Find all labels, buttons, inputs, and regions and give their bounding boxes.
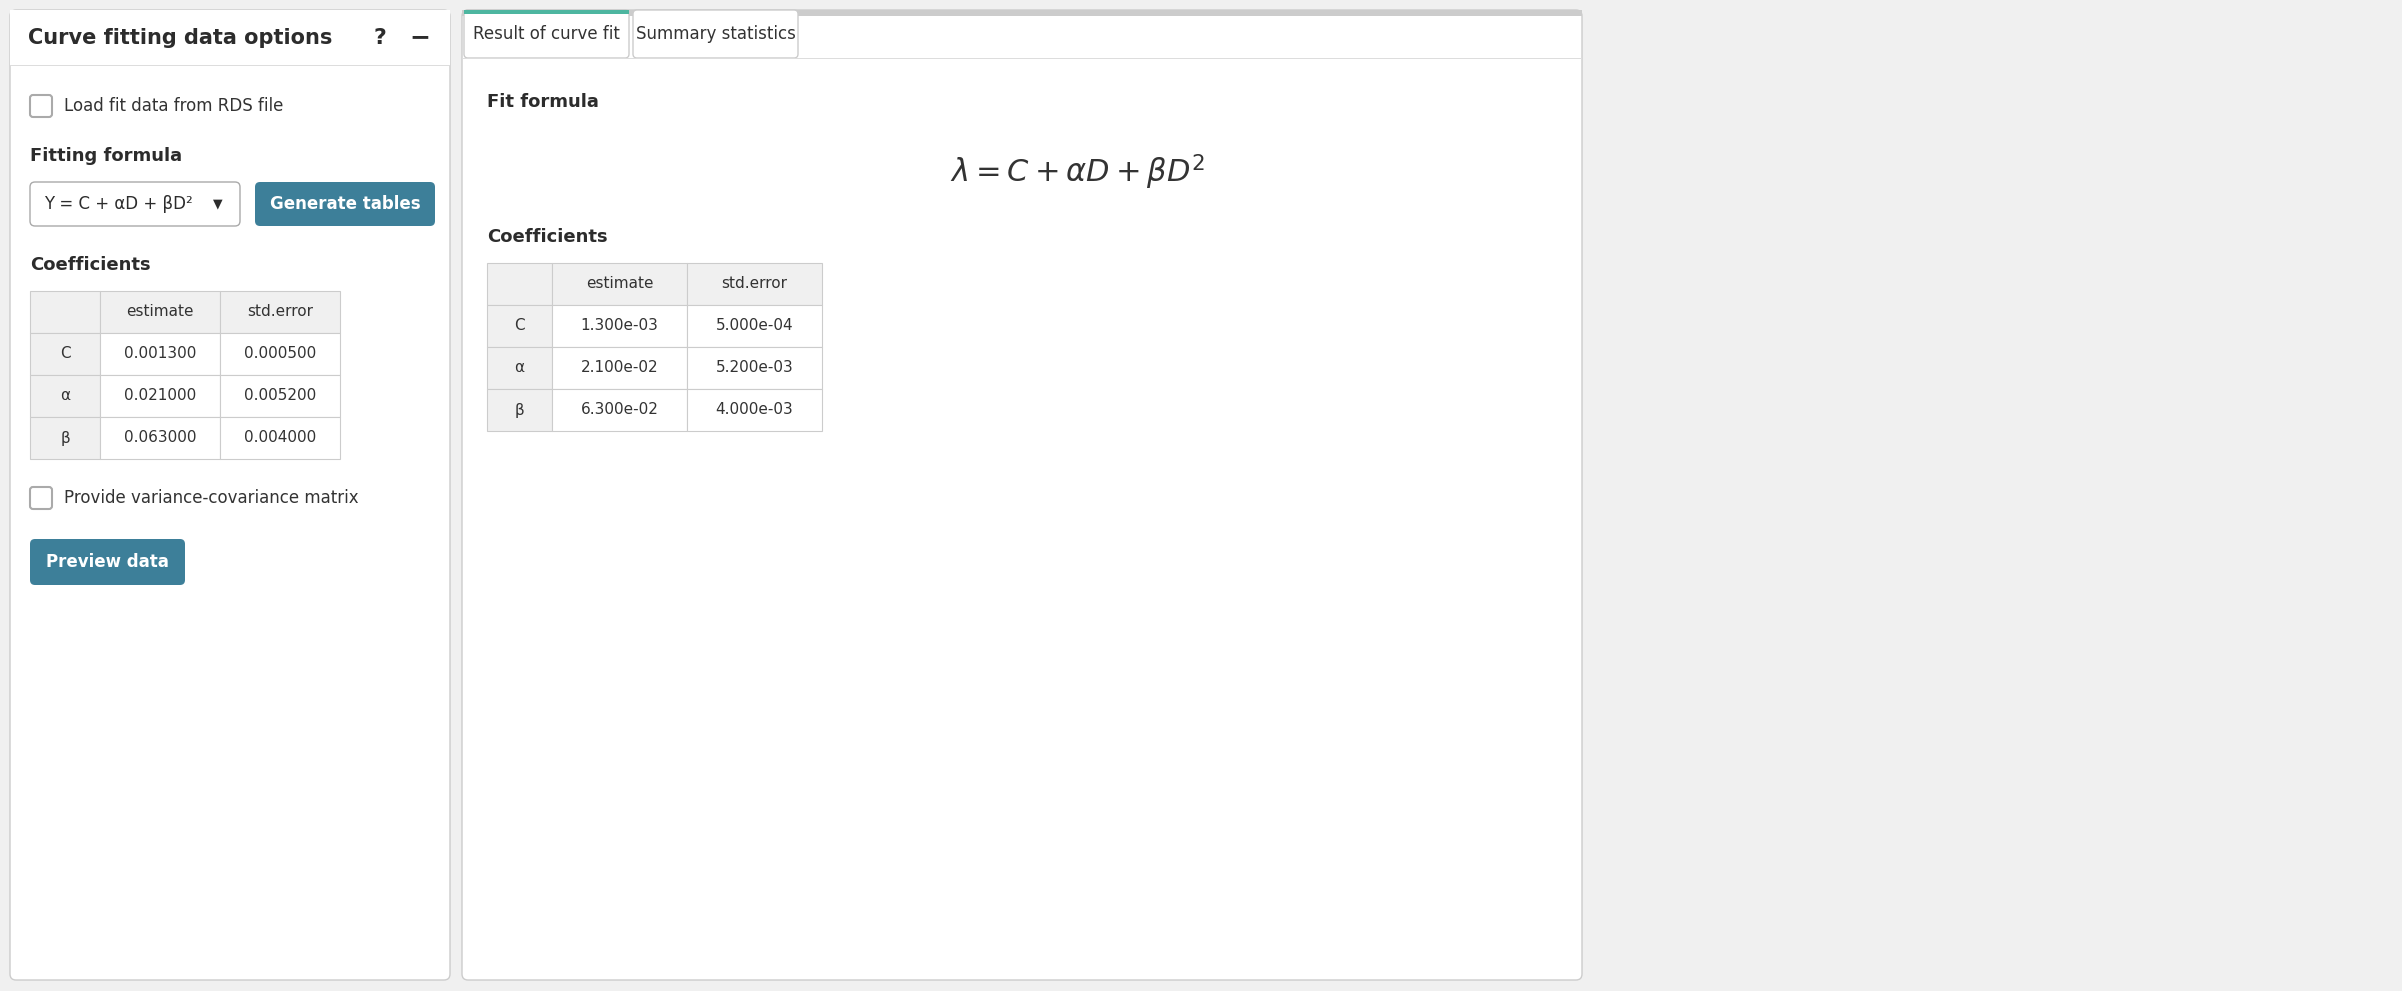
FancyBboxPatch shape [461, 10, 1583, 980]
FancyBboxPatch shape [29, 539, 185, 585]
Text: 0.005200: 0.005200 [245, 388, 317, 403]
Text: C: C [514, 318, 524, 334]
Text: 0.063000: 0.063000 [125, 430, 197, 446]
Bar [221, 333, 341, 375]
Text: α: α [514, 361, 524, 376]
Bar [10, 10, 449, 16]
Bar [10, 65, 449, 66]
Bar [10, 10, 449, 65]
Text: α: α [60, 388, 70, 403]
Text: C: C [60, 347, 70, 362]
Bar [29, 375, 101, 417]
Bar [488, 305, 552, 347]
FancyBboxPatch shape [464, 10, 629, 58]
FancyBboxPatch shape [255, 182, 435, 226]
FancyBboxPatch shape [29, 182, 240, 226]
Bar [221, 375, 341, 417]
Bar [488, 347, 552, 389]
Bar [464, 10, 629, 14]
Bar [221, 417, 341, 459]
Bar [101, 375, 221, 417]
Bar [29, 291, 101, 333]
Text: 4.000e-03: 4.000e-03 [716, 402, 793, 417]
Bar [552, 305, 687, 347]
Text: Fit formula: Fit formula [488, 93, 598, 111]
Text: Coefficients: Coefficients [488, 228, 608, 246]
Text: std.error: std.error [247, 304, 312, 319]
Bar [461, 58, 1583, 59]
Bar [488, 263, 552, 305]
Bar [687, 305, 821, 347]
FancyBboxPatch shape [29, 95, 53, 117]
Text: estimate: estimate [127, 304, 195, 319]
Text: Fitting formula: Fitting formula [29, 147, 183, 165]
Text: 5.000e-04: 5.000e-04 [716, 318, 793, 334]
Text: Y = C + αD + βD²: Y = C + αD + βD² [43, 195, 192, 213]
Bar [101, 417, 221, 459]
Text: Provide variance-covariance matrix: Provide variance-covariance matrix [65, 489, 358, 507]
Bar [488, 389, 552, 431]
Text: 6.300e-02: 6.300e-02 [581, 402, 658, 417]
Bar [552, 263, 687, 305]
FancyBboxPatch shape [10, 10, 449, 980]
Bar [101, 333, 221, 375]
Text: 1.300e-03: 1.300e-03 [581, 318, 658, 334]
Text: β: β [514, 402, 524, 417]
Text: Generate tables: Generate tables [269, 195, 420, 213]
Text: ?: ? [375, 28, 387, 48]
Text: ▼: ▼ [214, 197, 223, 210]
Text: Summary statistics: Summary statistics [637, 25, 795, 43]
Text: 2.100e-02: 2.100e-02 [581, 361, 658, 376]
FancyBboxPatch shape [634, 10, 797, 58]
Bar [552, 389, 687, 431]
Text: −: − [408, 26, 430, 50]
Text: estimate: estimate [586, 276, 653, 291]
Text: $\lambda = C + \alpha D + \beta D^2$: $\lambda = C + \alpha D + \beta D^2$ [951, 153, 1206, 192]
Text: 0.001300: 0.001300 [125, 347, 197, 362]
Text: Preview data: Preview data [46, 553, 168, 571]
Bar [29, 333, 101, 375]
Text: Coefficients: Coefficients [29, 256, 151, 274]
FancyBboxPatch shape [29, 487, 53, 509]
Bar [552, 347, 687, 389]
Bar [221, 291, 341, 333]
Bar [687, 389, 821, 431]
Text: 0.021000: 0.021000 [125, 388, 197, 403]
Bar [101, 291, 221, 333]
Text: Curve fitting data options: Curve fitting data options [29, 28, 331, 48]
Bar [29, 417, 101, 459]
Text: 5.200e-03: 5.200e-03 [716, 361, 793, 376]
Text: std.error: std.error [721, 276, 788, 291]
Bar [687, 347, 821, 389]
Text: Load fit data from RDS file: Load fit data from RDS file [65, 97, 283, 115]
Text: 0.004000: 0.004000 [245, 430, 317, 446]
Text: 0.000500: 0.000500 [245, 347, 317, 362]
Text: Result of curve fit: Result of curve fit [473, 25, 620, 43]
Bar [461, 10, 1583, 16]
Bar [687, 263, 821, 305]
Text: β: β [60, 430, 70, 446]
